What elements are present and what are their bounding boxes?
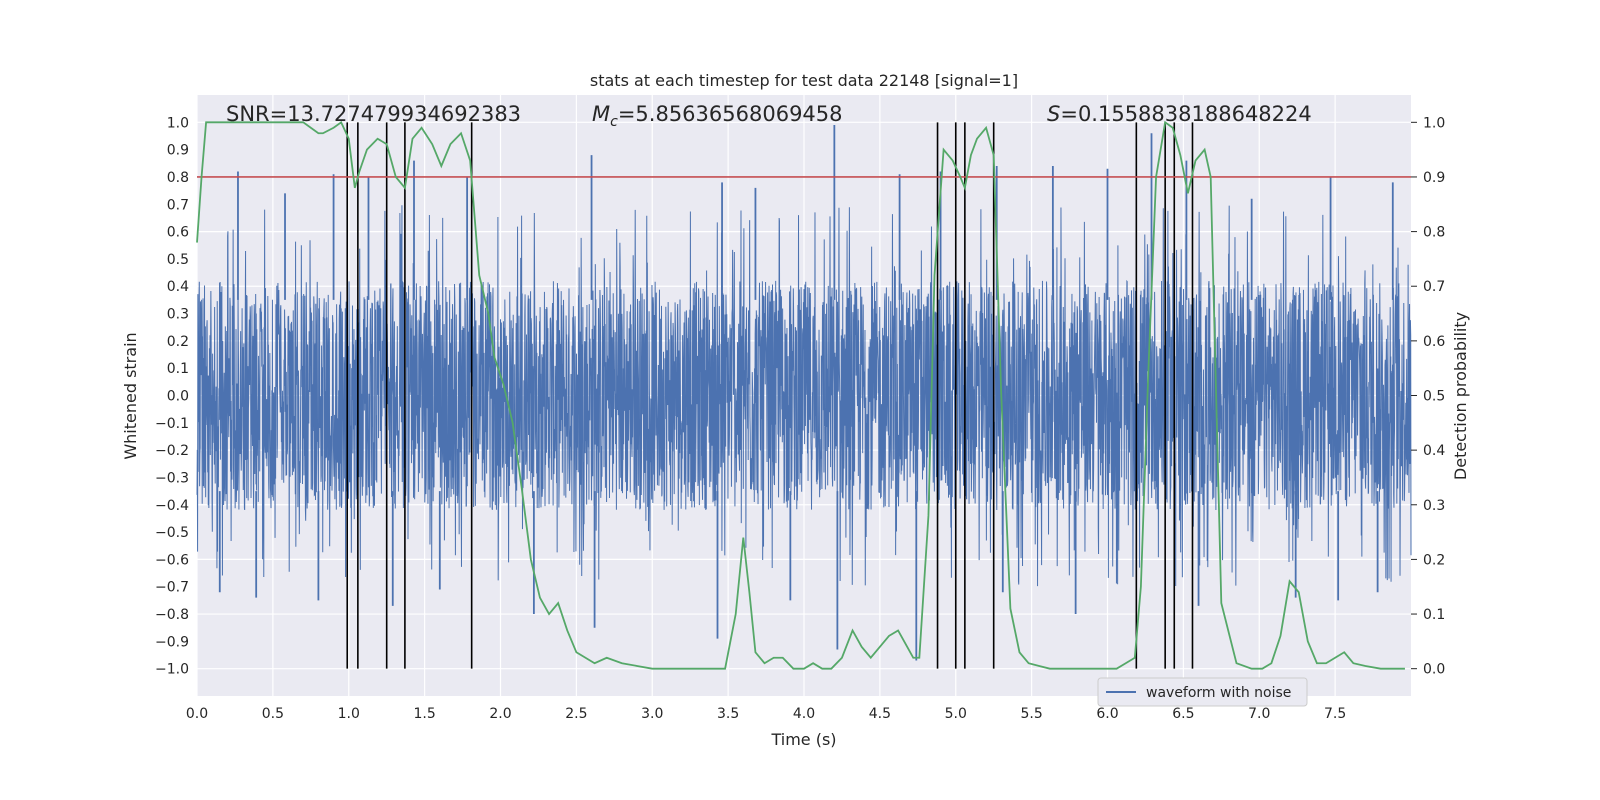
x-tick-label-12: 6.0 — [1096, 706, 1118, 722]
x-tick-label-9: 4.5 — [869, 706, 891, 722]
y-tick-label-5: −0.5 — [155, 525, 189, 541]
y-tick-label-6: −0.4 — [155, 498, 189, 514]
y-tick-label-11: 0.1 — [167, 361, 189, 377]
s-symbol: S — [1047, 102, 1060, 126]
x-tick-label-11: 5.5 — [1020, 706, 1042, 722]
x-tick-label-15: 7.5 — [1324, 706, 1346, 722]
y-tick-label-10: 0.0 — [167, 389, 189, 405]
y-tick-label-15: 0.5 — [167, 252, 189, 268]
y2-ticks: 0.0 0.1 0.2 0.3 0.4 0.5 0.6 0.7 0.8 0.9 1.0 — [1411, 115, 1445, 678]
y-tick-label-1: −0.9 — [155, 634, 189, 650]
x-tick-label-6: 3.0 — [641, 706, 663, 722]
probability-series — [196, 120, 1405, 670]
x-tick-label-1: 0.5 — [262, 706, 284, 722]
x-ticks: 0.0 0.5 1.0 1.5 2.0 2.5 3.0 3.5 4.0 4.5 5.0 5.5 6.0 6… — [186, 706, 1346, 722]
y2-tick-label-6: 0.6 — [1423, 334, 1445, 350]
legend-box — [1097, 677, 1308, 707]
x-tick-label-8: 4.0 — [793, 706, 815, 722]
x-tick-label-7: 3.5 — [717, 706, 739, 722]
x-tick-label-4: 2.0 — [489, 706, 511, 722]
x-tick-label-2: 1.0 — [338, 706, 360, 722]
waveform-series — [196, 125, 1412, 661]
y2-tick-label-7: 0.7 — [1423, 279, 1445, 295]
x-tick-label-5: 2.5 — [565, 706, 587, 722]
x-tick-label-14: 7.0 — [1248, 706, 1270, 722]
x-tick-label-0: 0.0 — [186, 706, 208, 722]
y-tick-label-19: 0.9 — [167, 143, 189, 159]
y-tick-label-16: 0.6 — [167, 225, 189, 241]
y-tick-label-20: 1.0 — [167, 115, 189, 131]
y-tick-label-0: −1.0 — [155, 662, 189, 678]
y-tick-label-12: 0.2 — [167, 334, 189, 350]
x-axis-label: Time (s) — [770, 730, 836, 749]
y-axis-label: Whitened strain — [121, 332, 140, 459]
y-tick-label-9: −0.1 — [155, 416, 189, 432]
legend: waveform with noise — [1097, 677, 1308, 707]
probability-line — [196, 120, 1405, 670]
y-tick-label-13: 0.3 — [167, 307, 189, 323]
chart-title: stats at each timestep for test data 221… — [590, 71, 1018, 90]
y-ticks: −1.0 −0.9 −0.8 −0.7 −0.6 −0.5 −0.4 −0.3 −0.2 −0.1… — [155, 115, 189, 677]
y2-tick-label-1: 0.1 — [1423, 607, 1445, 623]
snr-annotation: SNR=13.727479934692383 — [226, 102, 521, 126]
chirp-mass-symbol: M — [592, 102, 610, 126]
vertical-markers — [346, 122, 1194, 669]
y-tick-label-14: 0.4 — [167, 279, 189, 295]
y2-tick-label-10: 1.0 — [1423, 115, 1445, 131]
s-annotation: S=0.1558838188648224 — [1047, 102, 1312, 126]
y2-tick-label-0: 0.0 — [1423, 662, 1445, 678]
x-tick-label-3: 1.5 — [413, 706, 435, 722]
legend-label: waveform with noise — [1146, 685, 1291, 701]
chirp-mass-value: =5.85636568069458 — [618, 102, 843, 126]
y2-tick-label-9: 0.9 — [1423, 170, 1445, 186]
y-tick-label-4: −0.6 — [155, 552, 189, 568]
waveform-line — [196, 205, 1412, 587]
y-tick-label-18: 0.8 — [167, 170, 189, 186]
chirp-mass-annotation: Mc=5.85636568069458 — [592, 102, 843, 130]
y-tick-label-2: −0.8 — [155, 607, 189, 623]
y2-tick-label-2: 0.2 — [1423, 552, 1445, 568]
y-tick-label-17: 0.7 — [167, 197, 189, 213]
y2-axis-label: Detection probability — [1451, 312, 1470, 480]
x-tick-label-13: 6.5 — [1172, 706, 1194, 722]
chirp-mass-subscript: c — [610, 114, 618, 130]
y2-tick-label-4: 0.4 — [1423, 443, 1445, 459]
y2-tick-label-3: 0.3 — [1423, 498, 1445, 514]
s-value: =0.1558838188648224 — [1060, 102, 1311, 126]
y-tick-label-3: −0.7 — [155, 580, 189, 596]
y-tick-label-7: −0.3 — [155, 470, 189, 486]
y2-tick-label-5: 0.5 — [1423, 389, 1445, 405]
y2-tick-label-8: 0.8 — [1423, 225, 1445, 241]
y-tick-label-8: −0.2 — [155, 443, 189, 459]
x-tick-label-10: 5.0 — [945, 706, 967, 722]
